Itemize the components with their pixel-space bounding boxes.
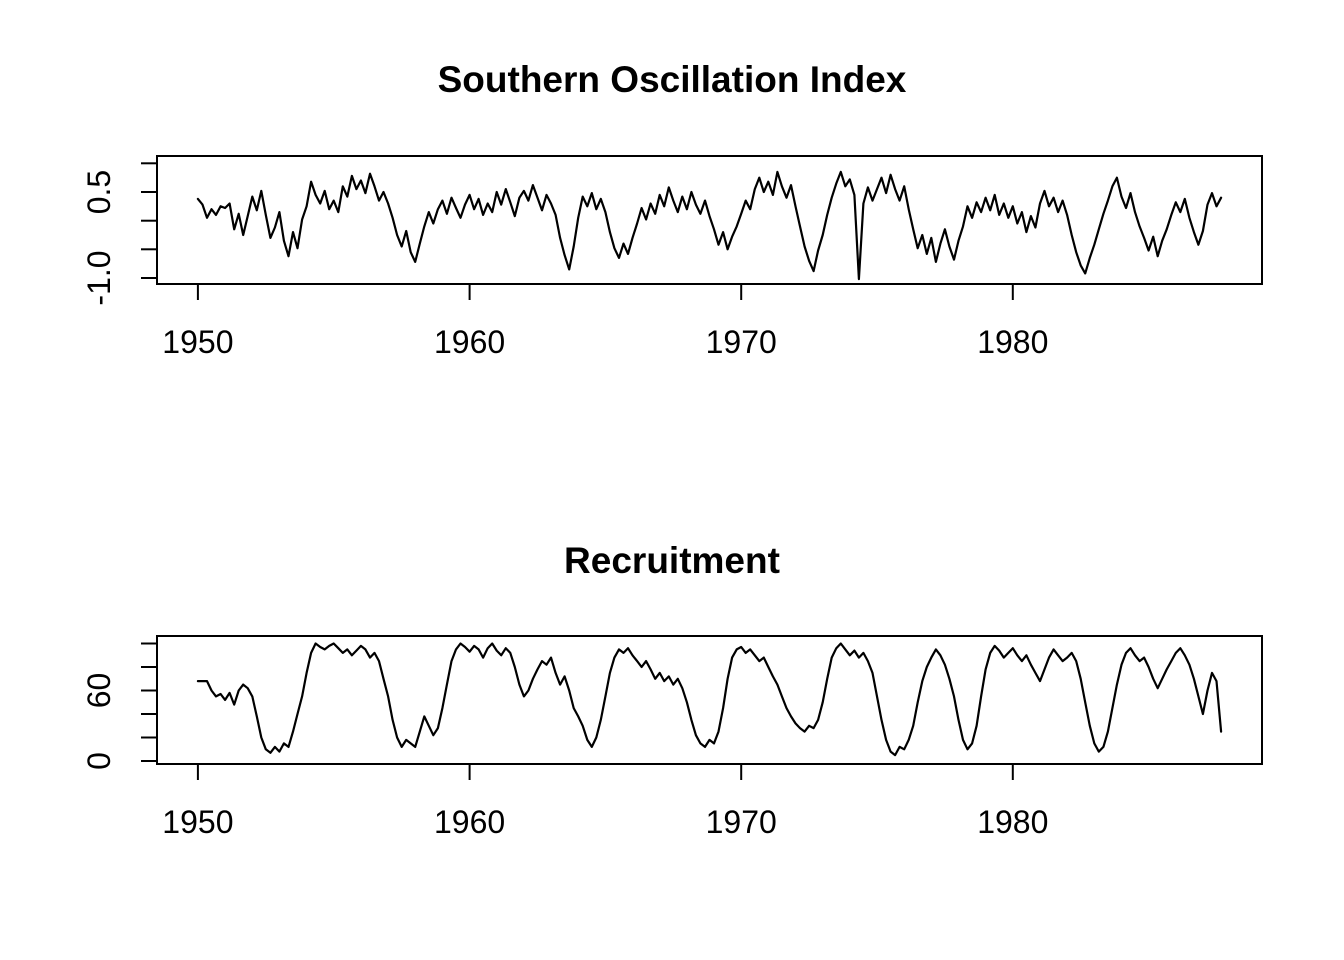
x-tick-label: 1970 (706, 804, 777, 840)
x-tick-label: 1980 (977, 324, 1048, 360)
x-tick-label: 1960 (434, 324, 505, 360)
x-tick-label: 1980 (977, 804, 1048, 840)
chart-title-recruitment: Recruitment (564, 540, 780, 581)
chart-title-soi: Southern Oscillation Index (437, 59, 907, 100)
x-tick-label: 1950 (162, 804, 233, 840)
plot-box (156, 155, 1263, 285)
x-tick-label: 1950 (162, 324, 233, 360)
y-tick-label: 0.5 (81, 170, 117, 214)
x-tick-label: 1960 (434, 804, 505, 840)
series-line (196, 642, 1223, 757)
plot-box (156, 635, 1263, 765)
x-tick-label: 1970 (706, 324, 777, 360)
series-line (196, 170, 1223, 281)
y-tick-label: 60 (81, 673, 117, 709)
y-tick-label: 0 (81, 752, 117, 770)
y-tick-label: -1.0 (81, 250, 117, 305)
